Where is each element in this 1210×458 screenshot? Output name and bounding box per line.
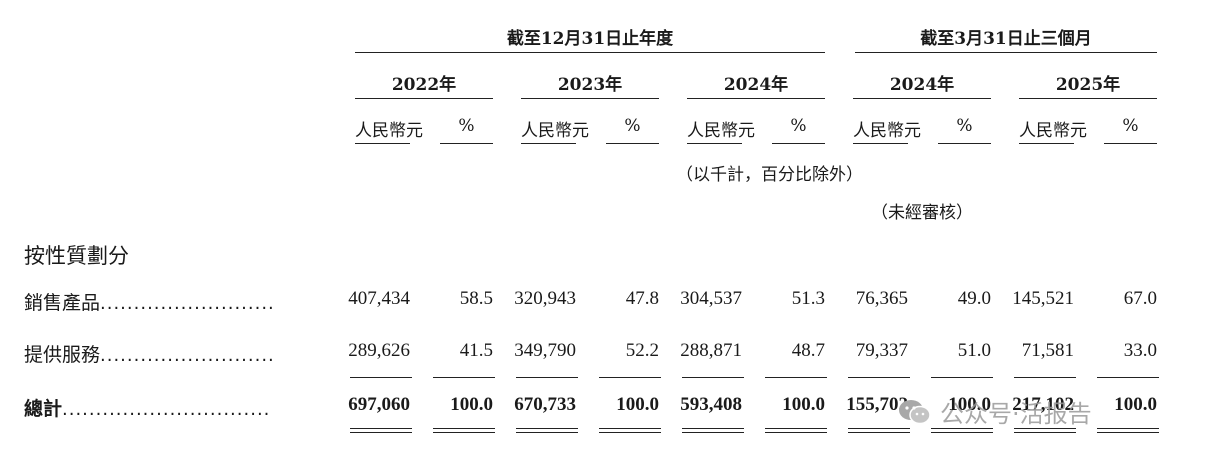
table-cell: 79,337 [855,340,908,361]
subtotal-rule [1014,377,1076,378]
wechat-icon [898,398,932,426]
col-pct: % [956,116,973,136]
col-rmb: 人民幣元 [521,121,589,141]
col-rmb: 人民幣元 [355,121,423,141]
total-double-rule [765,428,827,433]
year-header-rule [1019,98,1157,99]
total-double-rule [931,428,993,433]
year-header: 2024年 [889,75,955,95]
total-double-rule [350,428,412,433]
table-cell: 41.5 [459,340,493,361]
total-double-rule [1014,428,1076,433]
subtotal-rule [599,377,661,378]
group-header-quarter: 截至3月31日止三個月 [920,29,1092,49]
watermark: 公众号·活报告 [898,394,1092,429]
watermark-text: 公众号·活报告 [940,400,1092,428]
table-cell: 289,626 [348,340,410,361]
total-cell: 100.0 [948,394,991,415]
row-label: 銷售產品.......................... [24,288,275,315]
col-rmb-rule [521,143,576,144]
total-double-rule [848,428,910,433]
col-pct: % [458,116,475,136]
subtotal-rule [1097,377,1159,378]
year-header: 2025年 [1055,75,1121,95]
col-pct-rule [440,143,493,144]
group-header-annual: 截至12月31日止年度 [506,29,674,49]
total-cell: 100.0 [450,394,493,415]
total-double-rule [433,428,495,433]
total-label: 總計............................... [24,394,270,421]
table-cell: 49.0 [957,288,991,309]
total-double-rule [682,428,744,433]
subtotal-rule [516,377,578,378]
subtotal-rule [765,377,827,378]
col-rmb-rule [687,143,742,144]
col-pct: % [624,116,641,136]
section-title: 按性質劃分 [24,244,129,268]
total-cell: 100.0 [782,394,825,415]
total-cell: 670,733 [514,394,576,415]
table-cell: 304,537 [680,288,742,309]
col-pct-rule [1104,143,1157,144]
table-cell: 47.8 [625,288,659,309]
col-pct-rule [938,143,991,144]
col-pct-rule [772,143,825,144]
total-label-text: 總計 [24,398,63,420]
table-cell: 407,434 [348,288,410,309]
year-header-rule [355,98,493,99]
year-header: 2022年 [391,75,457,95]
total-cell: 593,408 [680,394,742,415]
subtotal-rule [848,377,910,378]
col-pct: % [790,116,807,136]
table-cell: 51.3 [791,288,825,309]
total-cell: 697,060 [348,394,410,415]
table-cell: 71,581 [1021,340,1074,361]
table-cell: 52.2 [625,340,659,361]
total-double-rule [516,428,578,433]
leader-dots: ............................... [62,399,271,420]
row-label-text: 銷售產品 [24,292,101,314]
col-rmb: 人民幣元 [853,121,921,141]
total-cell: 155,702 [846,394,908,415]
year-header: 2024年 [723,75,789,95]
total-double-rule [599,428,661,433]
note-thousands: （以千計，百分比除外） [676,165,863,185]
year-header-rule [521,98,659,99]
group-header-annual-rule [355,52,825,53]
total-cell: 100.0 [616,394,659,415]
table-cell: 51.0 [957,340,991,361]
table-cell: 67.0 [1123,288,1157,309]
total-double-rule [1097,428,1159,433]
table-cell: 320,943 [514,288,576,309]
leader-dots: .......................... [100,345,275,366]
table-cell: 145,521 [1012,288,1074,309]
row-label: 提供服務.......................... [24,340,275,367]
leader-dots: .......................... [100,293,275,314]
table-cell: 76,365 [855,288,908,309]
subtotal-rule [931,377,993,378]
note-unaudited: （未經審核） [871,203,973,223]
subtotal-rule [350,377,412,378]
col-pct-rule [606,143,659,144]
col-pct: % [1122,116,1139,136]
col-rmb: 人民幣元 [687,121,755,141]
year-header: 2023年 [557,75,623,95]
col-rmb-rule [355,143,410,144]
total-cell: 100.0 [1114,394,1157,415]
subtotal-rule [682,377,744,378]
table-cell: 48.7 [791,340,825,361]
year-header-rule [687,98,825,99]
col-rmb-rule [853,143,908,144]
table-cell: 33.0 [1123,340,1157,361]
total-cell: 217,102 [1012,394,1074,415]
col-rmb: 人民幣元 [1019,121,1087,141]
group-header-quarter-rule [855,52,1157,53]
table-cell: 58.5 [459,288,493,309]
table-cell: 349,790 [514,340,576,361]
row-label-text: 提供服務 [24,344,101,366]
subtotal-rule [433,377,495,378]
year-header-rule [853,98,991,99]
col-rmb-rule [1019,143,1074,144]
table-cell: 288,871 [680,340,742,361]
